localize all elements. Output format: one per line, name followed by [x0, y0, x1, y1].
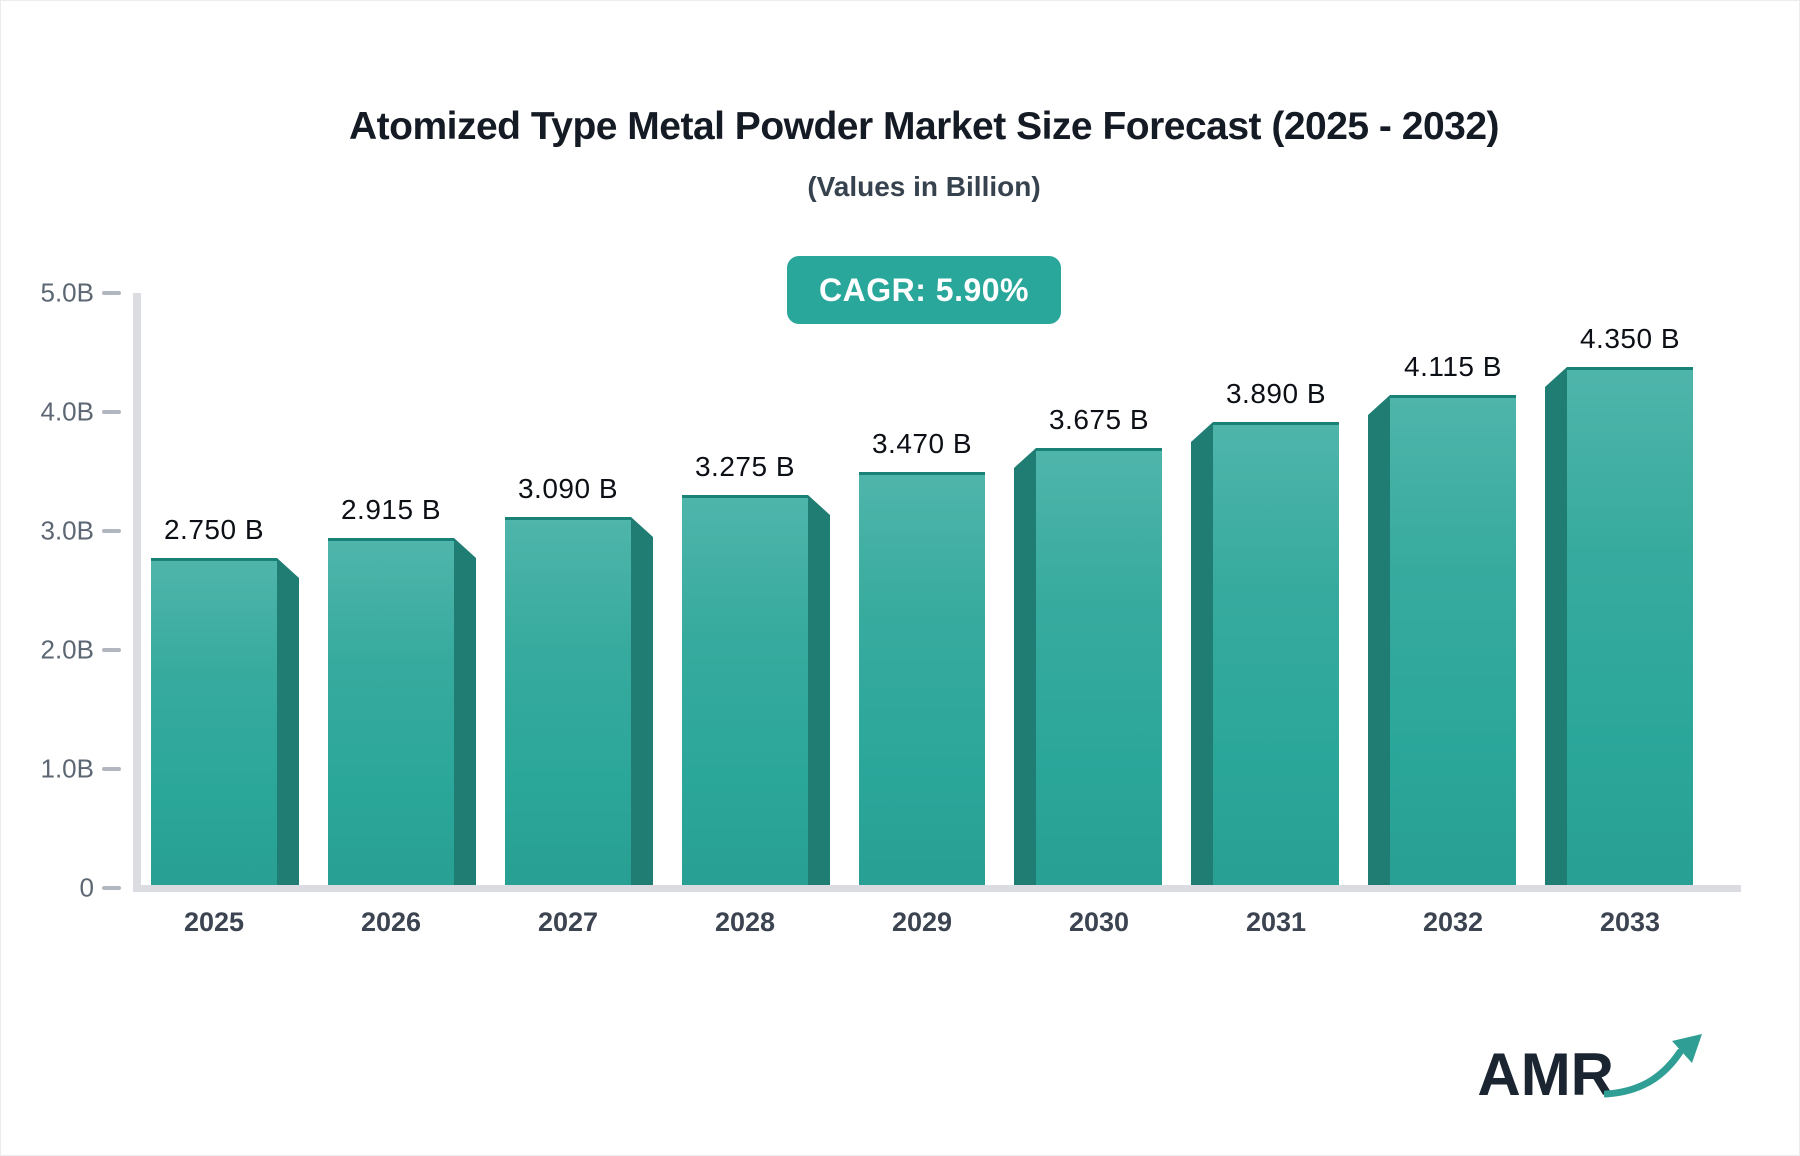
growth-arrow-icon: [1602, 1032, 1704, 1103]
y-tick-label-5.0B: 5.0B: [40, 277, 95, 308]
y-tick-label-0: 0: [79, 872, 94, 903]
y-tick-label-3.0B: 3.0B: [40, 515, 95, 546]
bar-side-2033: [1545, 367, 1567, 885]
x-axis-label-2033: 2033: [1599, 907, 1661, 937]
x-axis-label-2028: 2028: [714, 907, 776, 937]
bar-side-2027: [631, 517, 653, 885]
bar-value-label-2029: 3.470 B: [871, 428, 973, 459]
chart-subtitle: (Values in Billion): [807, 171, 1041, 202]
bar-value-label-2028: 3.275 B: [694, 451, 796, 482]
bar-value-label-2026: 2.915 B: [340, 494, 442, 525]
y-tick-1.0B: [102, 767, 121, 771]
x-axis-label-2032: 2032: [1422, 907, 1484, 937]
bar-2027: [505, 517, 631, 885]
bar-2026: [328, 538, 454, 885]
bar-side-2026: [454, 538, 476, 885]
y-tick-label-4.0B: 4.0B: [40, 396, 95, 427]
x-axis-line: [133, 885, 1741, 892]
x-axis-label-2031: 2031: [1245, 907, 1307, 937]
bar-2032: [1390, 395, 1516, 885]
x-axis-label-2025: 2025: [183, 907, 245, 937]
y-axis-line: [133, 293, 141, 892]
y-tick-0: [102, 886, 121, 890]
bar-2025: [151, 558, 277, 885]
x-axis-label-2030: 2030: [1068, 907, 1130, 937]
bar-value-label-2033: 4.350 B: [1579, 323, 1681, 354]
y-tick-label-2.0B: 2.0B: [40, 634, 95, 665]
y-tick-2.0B: [102, 648, 121, 652]
chart-title: Atomized Type Metal Powder Market Size F…: [348, 105, 1500, 148]
bar-value-label-2027: 3.090 B: [517, 473, 619, 504]
bar-value-label-2025: 2.750 B: [163, 514, 265, 545]
bar-side-2032: [1368, 395, 1390, 885]
bar-side-2025: [277, 558, 299, 885]
bar-side-2030: [1014, 448, 1036, 885]
bar-2029: [859, 472, 985, 885]
bar-value-label-2030: 3.675 B: [1048, 404, 1150, 435]
y-tick-label-1.0B: 1.0B: [40, 753, 95, 784]
amr-logo: AMR: [1477, 1032, 1704, 1105]
amr-logo-text: AMR: [1477, 1041, 1614, 1108]
x-axis-label-2026: 2026: [360, 907, 422, 937]
y-tick-3.0B: [102, 529, 121, 533]
bar-2033: [1567, 367, 1693, 885]
bar-side-2028: [808, 495, 830, 885]
bar-2031: [1213, 422, 1339, 885]
bar-2028: [682, 495, 808, 885]
bar-value-label-2032: 4.115 B: [1404, 351, 1502, 382]
y-tick-5.0B: [102, 291, 121, 295]
cagr-badge: CAGR: 5.90%: [787, 256, 1061, 324]
x-axis-label-2029: 2029: [891, 907, 953, 937]
x-axis-label-2027: 2027: [537, 907, 599, 937]
bar-value-label-2031: 3.890 B: [1225, 378, 1327, 409]
bar-2030: [1036, 448, 1162, 885]
bar-side-2031: [1191, 422, 1213, 885]
y-tick-4.0B: [102, 410, 121, 414]
